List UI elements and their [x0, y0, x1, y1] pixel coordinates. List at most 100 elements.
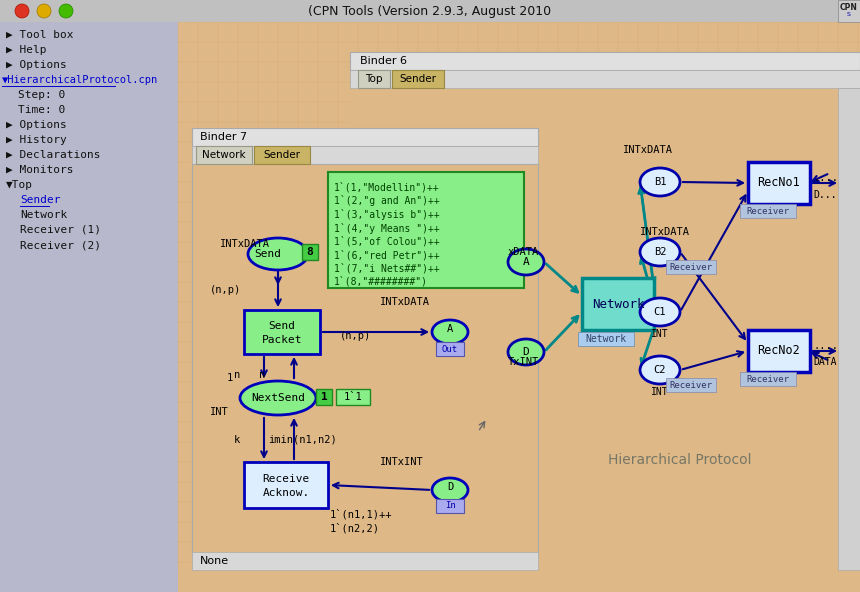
Text: D: D [447, 482, 453, 492]
Text: In: In [445, 501, 456, 510]
Text: Send: Send [255, 249, 281, 259]
Text: n: n [234, 370, 240, 380]
Text: B1: B1 [654, 177, 666, 187]
Text: 1`(7,"i Nets##")++: 1`(7,"i Nets##")++ [334, 263, 439, 274]
Text: 1`(2,"g and An")++: 1`(2,"g and An")++ [334, 195, 439, 207]
Circle shape [37, 4, 51, 18]
Text: INTxDATA: INTxDATA [220, 239, 270, 249]
Text: DATA: DATA [813, 357, 837, 367]
Text: ▼HierarchicalProtocol.cpn: ▼HierarchicalProtocol.cpn [2, 75, 158, 85]
Bar [302, 244, 318, 260]
Bar [192, 128, 538, 146]
Text: B2: B2 [654, 247, 666, 257]
Text: 1`(3,"alysis b")++: 1`(3,"alysis b")++ [334, 209, 439, 220]
Bar [838, 0, 860, 22]
Text: 1`(1,"Modellin")++: 1`(1,"Modellin")++ [334, 182, 439, 192]
Ellipse shape [640, 168, 680, 196]
Text: 1: 1 [321, 392, 328, 402]
Text: ▼Top: ▼Top [6, 180, 33, 190]
Bar [244, 310, 320, 354]
Text: C2: C2 [654, 365, 666, 375]
Bar [436, 499, 464, 513]
Bar [748, 330, 810, 372]
Text: 8: 8 [307, 247, 313, 257]
Bar [192, 146, 538, 164]
Text: INT: INT [651, 329, 669, 339]
Text: Binder 6: Binder 6 [360, 56, 407, 66]
Bar [392, 70, 444, 88]
Text: Sender: Sender [400, 74, 437, 84]
Text: Time: 0: Time: 0 [18, 105, 65, 115]
Text: 1`(6,"red Petr")++: 1`(6,"red Petr")++ [334, 249, 439, 260]
Text: D...: D... [813, 190, 837, 200]
Bar [254, 146, 310, 164]
Text: Network: Network [586, 334, 627, 344]
Ellipse shape [248, 238, 308, 270]
Text: ▶ Help: ▶ Help [6, 45, 46, 55]
Text: INT: INT [651, 387, 669, 397]
Text: INTxINT: INTxINT [380, 457, 424, 467]
Ellipse shape [508, 339, 544, 365]
Bar [666, 260, 716, 274]
Text: ▶ Options: ▶ Options [6, 60, 67, 70]
Text: Hierarchical Protocol: Hierarchical Protocol [608, 453, 752, 467]
Bar [192, 552, 538, 570]
Text: (n,p): (n,p) [340, 331, 372, 341]
Bar [244, 462, 328, 508]
Text: ▶ Monitors: ▶ Monitors [6, 165, 73, 175]
Text: ....: .... [813, 173, 838, 183]
Text: n: n [259, 370, 265, 380]
Text: RecNo1: RecNo1 [758, 176, 801, 189]
Text: ▶ History: ▶ History [6, 135, 67, 145]
Text: ▶ Options: ▶ Options [6, 120, 67, 130]
Bar [0, 22, 178, 592]
Ellipse shape [508, 249, 544, 275]
Text: imin(n1,n2): imin(n1,n2) [268, 435, 337, 445]
Bar [748, 162, 810, 204]
Text: Sender: Sender [263, 150, 300, 160]
Text: Network: Network [20, 210, 67, 220]
Text: Receiver (1): Receiver (1) [20, 225, 101, 235]
Bar [350, 88, 860, 570]
Text: INTxDATA: INTxDATA [623, 145, 673, 155]
Text: 1`1: 1`1 [344, 392, 362, 402]
Text: A: A [523, 257, 530, 267]
Text: Top: Top [366, 74, 383, 84]
Bar [192, 164, 538, 556]
Text: (n,p): (n,p) [210, 285, 242, 295]
Ellipse shape [432, 320, 468, 344]
Bar [358, 70, 390, 88]
Bar [666, 378, 716, 392]
Ellipse shape [640, 298, 680, 326]
Text: Send: Send [268, 321, 296, 331]
Bar [336, 389, 370, 405]
Text: TxINT: TxINT [508, 357, 539, 367]
Bar [350, 70, 860, 88]
Text: CPN: CPN [840, 2, 858, 11]
Bar [0, 0, 860, 22]
Text: 1`(n1,1)++: 1`(n1,1)++ [330, 509, 392, 519]
Bar [582, 278, 654, 330]
Ellipse shape [640, 356, 680, 384]
Bar [350, 52, 860, 70]
Text: ....: .... [813, 341, 838, 351]
Text: 1: 1 [227, 373, 233, 383]
Text: 1`(4,"y Means ")++: 1`(4,"y Means ")++ [334, 223, 439, 233]
Text: k: k [234, 435, 240, 445]
Text: (CPN Tools (Version 2.9.3, August 2010: (CPN Tools (Version 2.9.3, August 2010 [309, 5, 551, 18]
Text: INTxDATA: INTxDATA [380, 297, 430, 307]
Text: 1`(n2,2): 1`(n2,2) [330, 523, 380, 533]
Bar [578, 332, 634, 346]
Text: A: A [447, 324, 453, 334]
Text: Network: Network [592, 298, 644, 310]
Circle shape [15, 4, 29, 18]
Text: Acknow.: Acknow. [262, 488, 310, 498]
Text: 1`(8,"########"): 1`(8,"########") [334, 276, 428, 287]
Bar [196, 146, 252, 164]
Bar [178, 22, 860, 592]
Text: ▶ Declarations: ▶ Declarations [6, 150, 101, 160]
Text: 1`(5,"of Colou")++: 1`(5,"of Colou")++ [334, 236, 439, 246]
Text: Receiver: Receiver [669, 262, 712, 272]
Text: RecNo2: RecNo2 [758, 345, 801, 358]
Text: Receiver: Receiver [669, 381, 712, 390]
